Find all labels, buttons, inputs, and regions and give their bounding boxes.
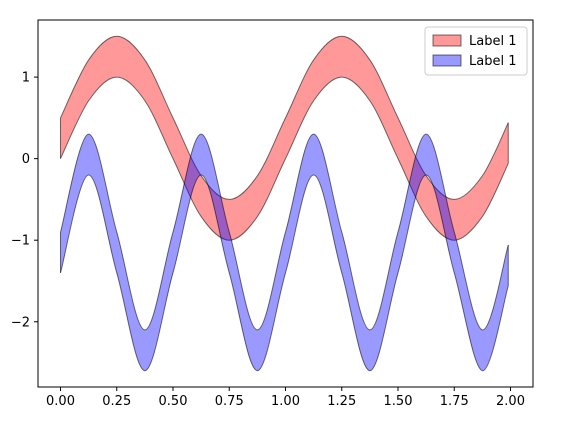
legend: Label 1 Label 1 <box>424 26 528 76</box>
y-tick-label: −2 <box>11 315 30 330</box>
y-tick-label: 1 <box>22 71 30 86</box>
x-tick-label: 0.50 <box>159 394 188 409</box>
x-tick-label: 0.25 <box>102 394 131 409</box>
x-tick-label: 1.00 <box>271 394 300 409</box>
legend-swatch <box>432 54 462 67</box>
x-tick-label: 2.00 <box>496 394 525 409</box>
y-axis: 1 0 −1 −2 <box>11 71 38 330</box>
band-upper-edge-0 <box>60 35 509 200</box>
band-lower-edge-1 <box>60 174 509 372</box>
legend-swatch <box>432 34 462 47</box>
legend-label: Label 1 <box>469 34 516 49</box>
legend-label: Label 1 <box>469 54 516 69</box>
x-axis: 0.00 0.25 0.50 0.75 1.00 1.25 1.50 1.75 2.00 <box>46 387 525 409</box>
x-tick-label: 1.25 <box>327 394 356 409</box>
band-area-1 <box>60 134 509 371</box>
plot-bands <box>60 35 509 372</box>
x-tick-label: 1.50 <box>384 394 413 409</box>
y-tick-label: −1 <box>11 234 30 249</box>
band-area-0 <box>60 36 509 241</box>
band-lower-edge-0 <box>60 76 509 241</box>
legend-frame <box>424 26 528 76</box>
x-tick-label: 0.00 <box>46 394 75 409</box>
band-upper-edge-1 <box>60 133 509 331</box>
x-tick-label: 1.75 <box>440 394 469 409</box>
x-tick-label: 0.75 <box>215 394 244 409</box>
y-tick-label: 0 <box>22 152 30 167</box>
